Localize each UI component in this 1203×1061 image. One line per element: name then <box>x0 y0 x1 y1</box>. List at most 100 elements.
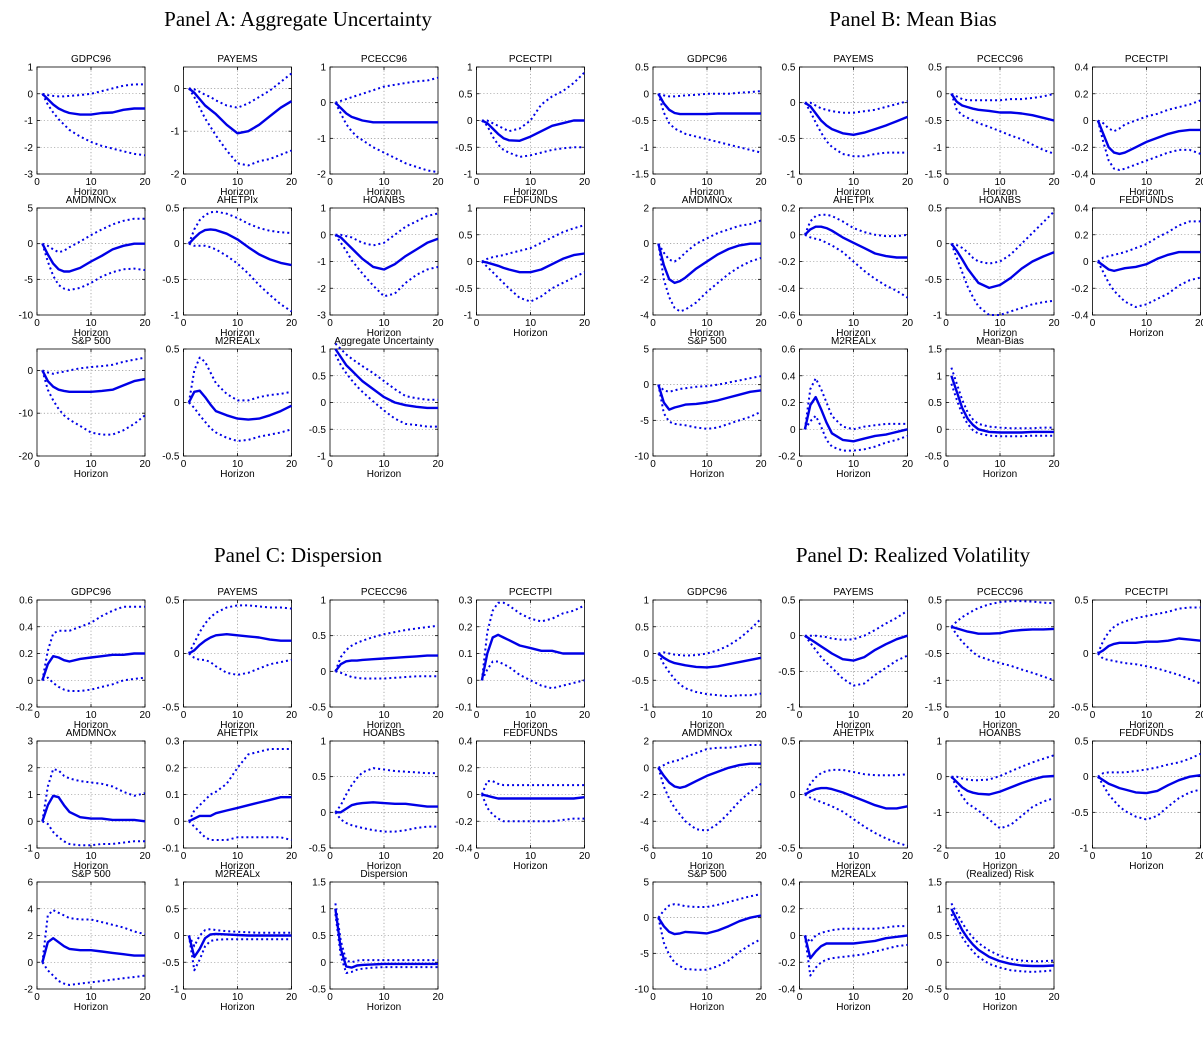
x-axis-label: Horizon <box>367 861 401 872</box>
y-tick-label: -4 <box>640 311 649 322</box>
y-tick-label: -0.5 <box>778 667 796 678</box>
x-tick-label: 0 <box>797 710 803 721</box>
x-axis-label: Horizon <box>836 861 870 872</box>
y-tick-label: 1.5 <box>312 878 326 889</box>
x-tick-label: 20 <box>286 992 298 1003</box>
irf-line <box>334 233 439 271</box>
axes-box <box>652 881 762 990</box>
x-axis-label: Horizon <box>367 187 401 198</box>
subplot-title: PCECTPI <box>509 587 552 598</box>
subplot-title: AHETPIx <box>217 728 258 739</box>
x-tick-label: 10 <box>85 992 97 1003</box>
x-tick-label: 20 <box>755 710 767 721</box>
x-tick-label: 0 <box>327 851 333 862</box>
x-tick-label: 0 <box>943 459 949 470</box>
band-upper-line <box>334 342 438 401</box>
band-upper-line <box>950 600 1055 628</box>
x-axis-label: Horizon <box>983 187 1017 198</box>
y-tick-label: -1 <box>24 844 33 855</box>
y-tick-label: -1 <box>464 311 473 322</box>
x-tick-label: 20 <box>1195 177 1203 188</box>
x-tick-label: 10 <box>994 318 1006 329</box>
band-upper-line <box>42 83 145 98</box>
y-tick-label: -1 <box>933 311 942 322</box>
y-tick-label: 0 <box>936 772 942 783</box>
x-tick-label: 10 <box>848 710 860 721</box>
y-tick-label: -0.5 <box>632 116 650 127</box>
y-tick-label: -0.5 <box>925 452 943 463</box>
subplot: PAYEMS -2 -1 0 0 10 20 Horizon <box>171 54 298 198</box>
irf-line <box>950 774 1055 796</box>
band-upper-line <box>950 92 1055 102</box>
x-axis-label: Horizon <box>220 328 254 339</box>
y-tick-label: -0.5 <box>1071 703 1089 714</box>
band-lower-line <box>803 935 908 977</box>
axes-box <box>36 348 146 457</box>
y-tick-label: 0 <box>27 676 33 687</box>
y-tick-label: -0.5 <box>309 985 327 996</box>
y-tick-label: 0 <box>27 89 33 100</box>
y-tick-label: 0 <box>320 667 326 678</box>
subplot: PCECTPI -0.4 -0.2 0 0.2 0.4 0 10 20 Horizon <box>1071 54 1203 198</box>
x-axis-label: Horizon <box>220 469 254 480</box>
panel-title: Panel A: Aggregate Uncertainty <box>164 7 432 31</box>
irf-line <box>803 934 908 960</box>
band-lower-line <box>188 242 293 313</box>
y-tick-label: -0.5 <box>778 844 796 855</box>
y-tick-label: 1.5 <box>928 878 942 889</box>
x-tick-label: 20 <box>1048 710 1060 721</box>
x-tick-label: 20 <box>139 992 151 1003</box>
x-tick-label: 20 <box>1195 851 1203 862</box>
band-upper-line <box>803 377 908 431</box>
y-tick-label: 0.2 <box>459 763 473 774</box>
x-tick-label: 20 <box>1048 459 1060 470</box>
band-lower-line <box>950 243 1055 316</box>
y-tick-label: 0.5 <box>166 204 180 215</box>
y-tick-label: 0 <box>936 239 942 250</box>
y-tick-label: -1 <box>171 127 180 138</box>
y-tick-label: -0.4 <box>455 844 473 855</box>
band-upper-line <box>42 217 145 254</box>
band-upper-line <box>41 605 145 681</box>
y-tick-label: -1 <box>933 808 942 819</box>
band-lower-line <box>334 811 438 833</box>
x-tick-label: 0 <box>474 318 480 329</box>
y-tick-label: -0.4 <box>1071 311 1089 322</box>
x-axis-label: Horizon <box>690 328 724 339</box>
y-tick-label: 1 <box>936 371 942 382</box>
irf-line <box>187 389 293 421</box>
y-tick-label: 0.5 <box>928 204 942 215</box>
y-tick-label: 1 <box>320 204 326 215</box>
irf-line <box>188 87 293 135</box>
x-tick-label: 20 <box>286 318 298 329</box>
y-tick-label: 0.5 <box>166 904 180 915</box>
x-tick-label: 10 <box>85 710 97 721</box>
subplot-title: GDPC96 <box>71 54 111 65</box>
y-tick-label: 0 <box>936 958 942 969</box>
y-tick-label: 0 <box>174 931 180 942</box>
band-upper-line <box>950 902 1055 963</box>
y-tick-label: 0 <box>27 958 33 969</box>
x-tick-label: 10 <box>1141 318 1153 329</box>
band-lower-line <box>804 233 909 299</box>
x-tick-label: 0 <box>34 459 40 470</box>
x-tick-label: 0 <box>474 177 480 188</box>
x-axis-label: Horizon <box>983 1002 1017 1013</box>
band-lower-line <box>188 652 292 676</box>
x-axis-label: Horizon <box>220 720 254 731</box>
irf-line <box>481 252 585 274</box>
y-tick-label: 1 <box>320 345 326 356</box>
x-tick-label: 10 <box>378 851 390 862</box>
y-tick-label: -1 <box>640 703 649 714</box>
band-lower-line <box>657 917 762 971</box>
x-tick-label: 10 <box>232 710 244 721</box>
x-tick-label: 10 <box>85 177 97 188</box>
band-lower-line <box>41 93 146 157</box>
x-tick-label: 20 <box>1195 710 1203 721</box>
